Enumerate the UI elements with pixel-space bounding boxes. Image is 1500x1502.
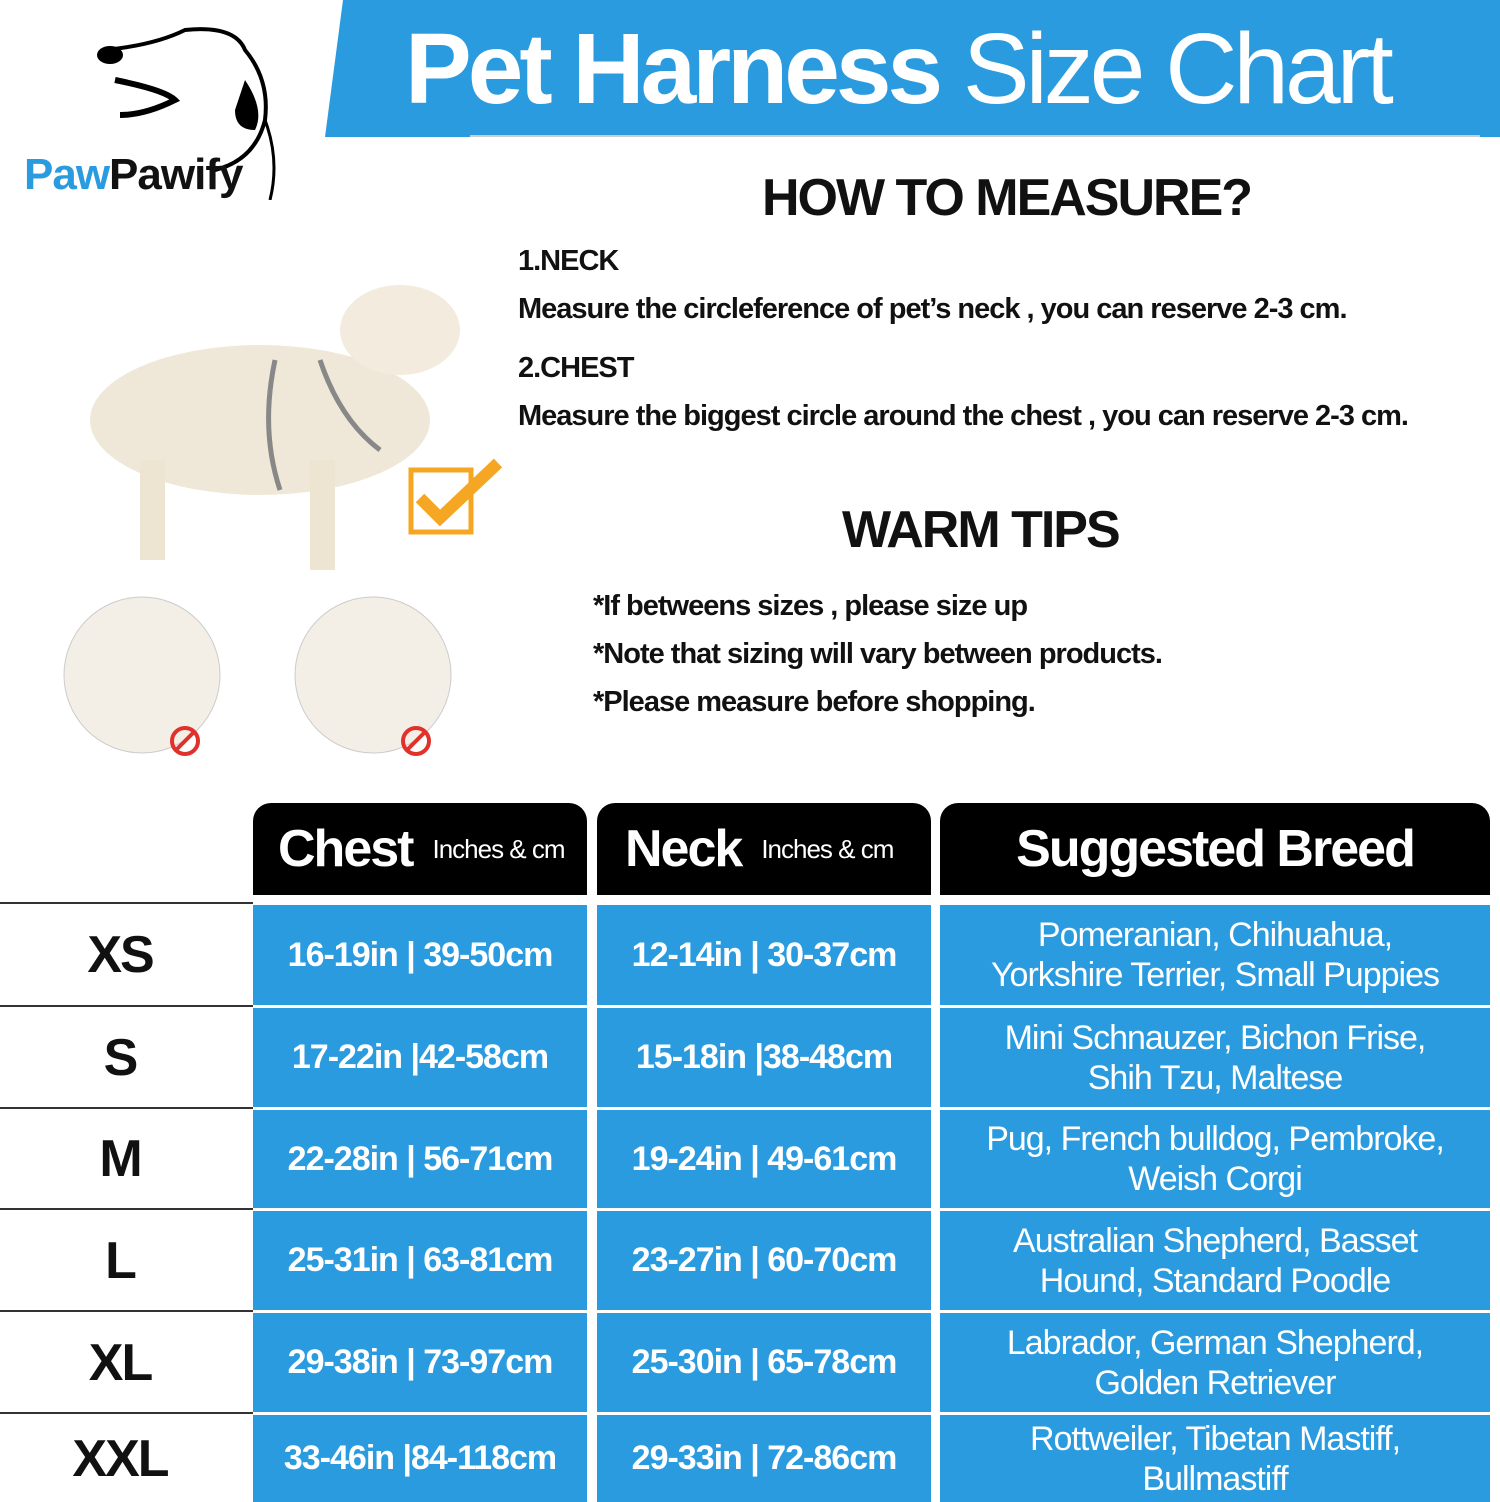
row-divider xyxy=(0,1412,253,1414)
tip-item: *If betweens sizes , please size up xyxy=(593,590,1028,622)
title-light: Size Chart xyxy=(962,13,1394,125)
step-text: Measure the biggest circle around the ch… xyxy=(518,400,1409,432)
step-label: 1.NECK xyxy=(518,245,619,277)
breed-cell: Rottweiler, Tibetan Mastiff, Bullmastiff xyxy=(940,1415,1490,1502)
neck-cell: 23-27in | 60-70cm xyxy=(597,1211,931,1310)
header-unit: Inches & cm xyxy=(432,833,565,864)
divider xyxy=(470,135,1480,137)
brand-part1: Paw xyxy=(24,150,110,199)
brand-logo: PawPawify xyxy=(24,150,243,200)
size-label: M xyxy=(99,1130,142,1188)
breed-cell: Labrador, German Shepherd, Golden Retrie… xyxy=(940,1313,1490,1412)
header-breed: Suggested Breed xyxy=(940,803,1490,895)
breed-cell: Mini Schnauzer, Bichon Frise, Shih Tzu, … xyxy=(940,1008,1490,1107)
prohibit-icon xyxy=(170,726,200,756)
chest-cell: 22-28in | 56-71cm xyxy=(253,1110,587,1208)
size-label: XS xyxy=(87,926,154,984)
title-bold: Pet Harness xyxy=(405,13,943,125)
tip-item: *Please measure before shopping. xyxy=(593,686,1036,718)
neck-cell: 25-30in | 65-78cm xyxy=(597,1313,931,1412)
header-unit: Inches & cm xyxy=(761,833,894,864)
row-divider xyxy=(0,1107,253,1109)
breed-cell: Pomeranian, Chihuahua, Yorkshire Terrier… xyxy=(940,905,1490,1005)
chest-cell: 17-22in |42-58cm xyxy=(253,1008,587,1107)
row-divider xyxy=(0,902,253,904)
brand-part2: Pawify xyxy=(109,150,243,199)
size-label: XXL xyxy=(72,1429,169,1488)
neck-cell: 19-24in | 49-61cm xyxy=(597,1110,931,1208)
size-label: S xyxy=(103,1028,139,1087)
header-chest: Chest Inches & cm xyxy=(253,803,587,895)
neck-cell: 29-33in | 72-86cm xyxy=(597,1415,931,1502)
row-divider xyxy=(0,1208,253,1210)
how-to-heading: HOW TO MEASURE? xyxy=(762,169,1253,227)
size-label: XL xyxy=(88,1333,153,1392)
neck-cell: 12-14in | 30-37cm xyxy=(597,905,931,1005)
tips-heading: WARM TIPS xyxy=(842,501,1121,559)
tip-item: *Note that sizing will vary between prod… xyxy=(593,638,1163,670)
header-label: Neck xyxy=(625,820,743,878)
wrong-fit-photos xyxy=(63,596,452,756)
title-banner xyxy=(325,0,1500,137)
chest-cell: 16-19in | 39-50cm xyxy=(253,905,587,1005)
row-divider xyxy=(0,1005,253,1007)
chest-cell: 25-31in | 63-81cm xyxy=(253,1211,587,1310)
checkmark-icon xyxy=(408,458,503,535)
prohibit-icon xyxy=(401,726,431,756)
header-label: Suggested Breed xyxy=(1016,820,1416,878)
header-label: Chest xyxy=(278,820,414,878)
dog-measure-photo xyxy=(90,285,460,570)
size-label: L xyxy=(105,1231,137,1290)
chest-cell: 29-38in | 73-97cm xyxy=(253,1313,587,1412)
chest-cell: 33-46in |84-118cm xyxy=(253,1415,587,1502)
breed-cell: Pug, French bulldog, Pembroke, Weish Cor… xyxy=(940,1110,1490,1208)
neck-cell: 15-18in |38-48cm xyxy=(597,1008,931,1107)
breed-cell: Australian Shepherd, Basset Hound, Stand… xyxy=(940,1211,1490,1310)
step-text: Measure the circleference of pet’s neck … xyxy=(518,293,1348,325)
row-divider xyxy=(0,1310,253,1312)
dog-logo-icon xyxy=(97,27,276,200)
header-neck: Neck Inches & cm xyxy=(597,803,931,895)
step-label: 2.CHEST xyxy=(518,352,634,384)
page-title: Pet Harness Size Chart xyxy=(405,13,1394,125)
